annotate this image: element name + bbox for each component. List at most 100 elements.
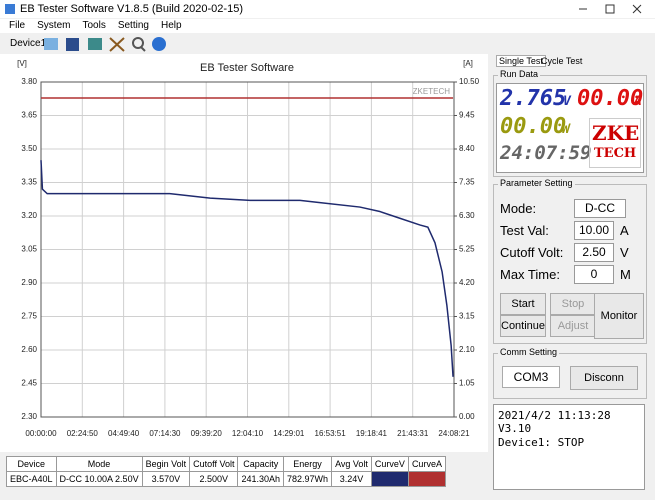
y2-tick-label: 10.50 xyxy=(459,77,480,86)
button-label: Disconn xyxy=(584,372,624,384)
button-label: Continue xyxy=(501,320,546,332)
y-tick-label: 3.50 xyxy=(21,144,37,153)
cell: 782.97Wh xyxy=(283,471,333,487)
x-tick-label: 07:14:30 xyxy=(149,429,181,438)
x-tick-label: 00:00:00 xyxy=(25,429,57,438)
x-tick-label: 21:43:31 xyxy=(397,429,429,438)
window-controls[interactable] xyxy=(575,3,651,15)
comm-group: Comm Setting COM3 Disconn xyxy=(493,347,647,399)
status-line: Device1: STOP xyxy=(498,436,585,449)
button[interactable]: Continue xyxy=(500,315,546,337)
menu-bar: File System Tools Setting Help xyxy=(0,19,655,33)
summary-table-wrap: Device Mode Begin Volt Cutoff Volt Capacity E… xyxy=(6,456,446,487)
x-tick-label: 24:08:21 xyxy=(438,429,470,438)
y-axis-label: [V] xyxy=(17,59,27,68)
y2-tick-label: 2.10 xyxy=(459,345,475,354)
param-label: Cutoff Volt: xyxy=(500,245,564,260)
param-field[interactable]: 2.50 xyxy=(574,243,614,262)
plot-frame xyxy=(40,81,455,418)
y-tick-label: 2.75 xyxy=(21,312,37,321)
y-tick-label: 2.30 xyxy=(21,412,37,421)
button[interactable]: Start xyxy=(500,293,546,315)
button[interactable]: Stop xyxy=(550,293,596,315)
param-field[interactable]: D-CC xyxy=(574,199,626,218)
title-bar: EB Tester Software V1.8.5 (Build 2020-02… xyxy=(0,0,655,18)
current: 00.00 xyxy=(577,86,644,111)
power: 00.00 xyxy=(500,114,567,139)
toolbar-icons[interactable] xyxy=(44,35,174,53)
param-unit: M xyxy=(620,267,631,282)
menu-item[interactable]: System xyxy=(37,20,71,31)
menu-item[interactable]: Setting xyxy=(117,20,149,31)
y2-tick-label: 0.00 xyxy=(459,412,475,421)
window-title: EB Tester Software V1.8.5 (Build 2020-02… xyxy=(20,3,243,15)
disconnect-button[interactable]: Disconn xyxy=(570,366,638,390)
logo-text: ZKE xyxy=(592,121,640,145)
cell: 2.500V xyxy=(189,471,239,487)
y2-axis-label: [A] xyxy=(463,59,473,68)
cell: D-CC 10.00A 2.50V xyxy=(55,471,143,487)
x-tick-label: 19:18:41 xyxy=(356,429,388,438)
y-tick-label: 3.80 xyxy=(21,77,37,86)
side-panel: Single Test Cycle Test Run Data 2.765 V … xyxy=(490,52,650,492)
cell: EBC-A40L xyxy=(6,471,57,487)
menu-item[interactable]: File xyxy=(9,20,26,31)
param-value: 0 xyxy=(590,267,598,281)
y2-tick-label: 3.15 xyxy=(459,312,475,321)
y-tick-label: 3.20 xyxy=(21,211,37,220)
y-tick-label: 3.35 xyxy=(21,178,37,187)
watermark: ZKETECH xyxy=(413,87,451,96)
elapsed-time: 24:07:59 xyxy=(500,142,592,164)
header-cell: Mode xyxy=(55,456,143,472)
cell: 3.570V xyxy=(141,471,191,487)
button[interactable]: Monitor xyxy=(594,293,644,339)
header-cell: Device xyxy=(6,456,57,472)
param-value: 2.50 xyxy=(582,245,606,259)
y2-tick-label: 1.05 xyxy=(459,379,475,388)
current-unit: A xyxy=(634,94,642,109)
curve-color xyxy=(370,471,409,487)
y2-tick-label: 8.40 xyxy=(459,144,475,153)
menu-item[interactable]: Help xyxy=(160,20,182,31)
port-select[interactable]: COM3 xyxy=(502,366,560,388)
param-value: D-CC xyxy=(585,201,615,215)
chart: EB Tester Software [V] [A] ZKETECH 2.30 2… xyxy=(0,54,488,452)
param-field[interactable]: 10.00 xyxy=(574,221,614,240)
tab[interactable]: Single Test xyxy=(496,55,546,67)
y2-tick-label: 7.35 xyxy=(459,178,475,187)
cell: 3.24V xyxy=(331,471,372,487)
y-tick-label: 2.60 xyxy=(21,345,37,354)
summary-table: Device Mode Begin Volt Cutoff Volt Capacity E… xyxy=(6,456,446,487)
button-label: Start xyxy=(511,298,535,310)
x-tick-label: 14:29:01 xyxy=(273,429,305,438)
parameter-group: Parameter Setting Mode: D-CC Test Val: 10.0… xyxy=(493,178,647,344)
y2-tick-label: 5.25 xyxy=(459,245,475,254)
y-tick-label: 2.90 xyxy=(21,278,37,287)
x-tick-label: 09:39:20 xyxy=(191,429,223,438)
param-field[interactable]: 0 xyxy=(574,265,614,284)
group-label: Run Data xyxy=(498,69,541,79)
cell: 241.30Ah xyxy=(237,471,285,487)
app-icon xyxy=(5,4,15,14)
tab[interactable]: Cycle Test xyxy=(541,56,583,66)
status-box: 2021/4/2 11:13:28 V3.10 Device1: STOP xyxy=(493,404,645,490)
table-row: EBC-A40L D-CC 10.00A 2.50V 3.570V 2.500V 241… xyxy=(6,471,446,487)
param-label: Max Time: xyxy=(500,267,560,282)
menu-item[interactable]: Tools xyxy=(82,20,106,31)
button[interactable]: Adjust xyxy=(550,315,596,337)
header-cell: Begin Volt xyxy=(141,456,191,472)
y2-tick-label: 4.20 xyxy=(459,278,475,287)
power-unit: W xyxy=(562,122,570,137)
param-label: Test Val: xyxy=(500,223,549,238)
logo: ZKE TECH xyxy=(589,118,641,168)
x-tick-label: 02:24:50 xyxy=(67,429,99,438)
header-cell: Capacity xyxy=(237,456,285,472)
button-label: Stop xyxy=(561,298,585,310)
y-tick-label: 3.65 xyxy=(21,111,37,120)
param-unit: V xyxy=(620,245,629,260)
header-cell: CurveA xyxy=(407,456,446,472)
y-tick-label: 3.05 xyxy=(21,245,37,254)
chart-title: EB Tester Software xyxy=(200,62,294,74)
port: COM3 xyxy=(513,370,549,384)
